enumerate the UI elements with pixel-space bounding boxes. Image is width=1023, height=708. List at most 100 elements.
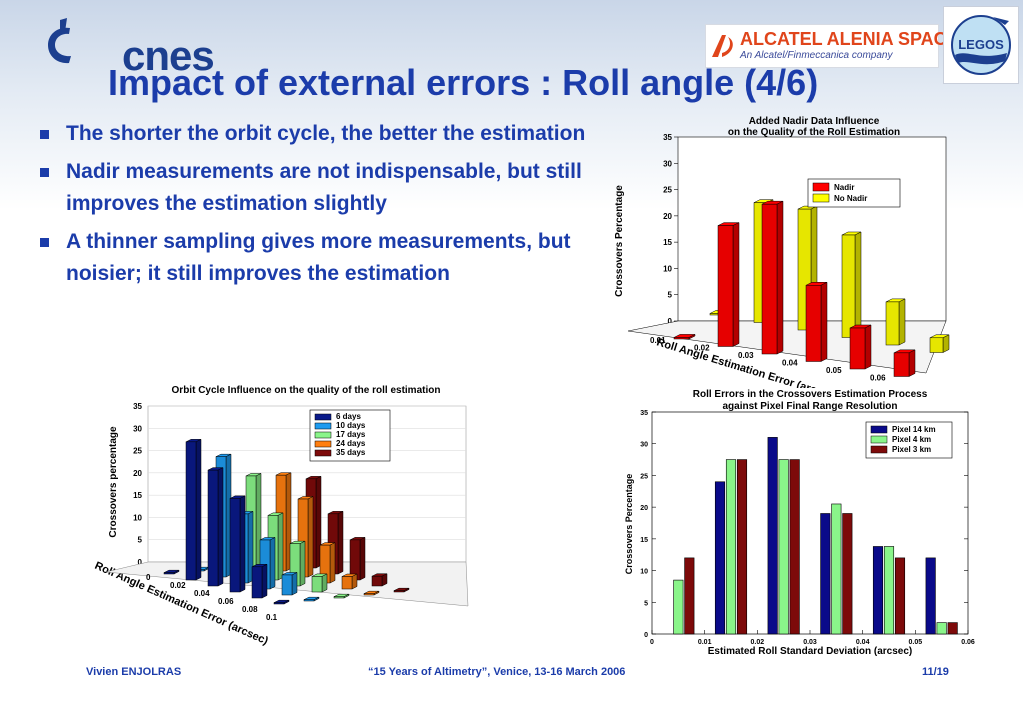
- footer-event: “15 Years of Altimetry”, Venice, 13-16 M…: [368, 666, 626, 678]
- legend-label: 35 days: [336, 448, 366, 457]
- bullet-text: A thinner sampling gives more measuremen…: [66, 230, 571, 285]
- x-tick-label: 0.05: [826, 366, 842, 375]
- nadir-influence-chart: Added Nadir Data Influence on the Qualit…: [614, 116, 950, 388]
- y-tick-label: 35: [133, 402, 142, 411]
- bar: [849, 324, 872, 370]
- y-axis-label: Crossovers Percentage: [614, 185, 625, 297]
- x-tick-label: 0.03: [738, 351, 754, 360]
- bar: [841, 231, 862, 338]
- bar: [929, 334, 950, 353]
- chart-subtitle: on the Quality of the Roll Estimation: [728, 127, 900, 138]
- x-tick-label: 0.02: [694, 344, 710, 353]
- bar: [297, 496, 314, 578]
- y-tick-label: 0: [668, 317, 673, 326]
- bullet-text: Nadir measurements are not indispensable…: [66, 160, 582, 215]
- bar: [761, 200, 784, 355]
- bar: [778, 459, 789, 635]
- bar: [805, 281, 828, 362]
- y-tick-label: 15: [640, 537, 648, 544]
- legend-swatch: [812, 182, 830, 192]
- x-tick-label: 0.01: [650, 336, 666, 345]
- bullet-item: The shorter the orbit cycle, the better …: [38, 118, 598, 150]
- x-tick-label: 0.04: [856, 639, 870, 646]
- pixel-resolution-chart: Roll Errors in the Crossovers Estimation…: [624, 389, 975, 657]
- bar: [281, 572, 298, 596]
- x-tick-label: 0.05: [909, 639, 923, 646]
- y-tick-label: 25: [133, 447, 142, 456]
- bar: [736, 459, 748, 635]
- bar: [229, 495, 246, 593]
- bullet-item: Nadir measurements are not indispensable…: [38, 156, 598, 220]
- bar: [767, 437, 778, 635]
- bar: [185, 438, 202, 581]
- bar: [684, 557, 695, 635]
- chart-title: Roll Errors in the Crossovers Estimation…: [693, 389, 928, 400]
- bar: [936, 622, 947, 635]
- legend-swatch: [812, 193, 830, 203]
- x-tick-label: 0.1: [266, 613, 278, 622]
- bullet-text: The shorter the orbit cycle, the better …: [66, 122, 586, 145]
- bar: [947, 622, 958, 635]
- footer-page-number: 11/19: [922, 666, 949, 678]
- y-tick-label: 35: [640, 410, 648, 417]
- legend-label: Pixel 4 km: [892, 435, 931, 444]
- x-tick-label: 0.02: [751, 639, 765, 646]
- bar: [673, 579, 684, 635]
- bar: [207, 467, 224, 587]
- footer-author: Vivien ENJOLRAS: [86, 666, 182, 678]
- y-axis-label: Crossovers percentage: [108, 426, 119, 538]
- bar: [319, 542, 336, 584]
- y-tick-label: 25: [663, 186, 672, 195]
- chart-title: Added Nadir Data Influence: [749, 116, 880, 127]
- x-tick-label: 0.03: [803, 639, 817, 646]
- x-tick-label: 0.04: [194, 589, 210, 598]
- cnes-logo: cnes: [40, 18, 220, 79]
- bar: [894, 557, 906, 635]
- alcatel-alenia-logo: ALCATEL ALENIA SPACE An Alcatel/Finmecca…: [705, 24, 959, 68]
- legend-label: 6 days: [336, 412, 361, 421]
- bullet-list: The shorter the orbit cycle, the better …: [38, 118, 598, 296]
- bar: [842, 513, 853, 635]
- y-tick-label: 5: [668, 291, 673, 300]
- bar: [717, 222, 740, 347]
- slide-title: Impact of external errors : Roll angle (…: [108, 62, 819, 103]
- legend-swatch: [314, 422, 332, 430]
- bar: [371, 573, 388, 587]
- y-tick-label: 15: [133, 491, 142, 500]
- legend-swatch: [314, 413, 332, 421]
- x-tick-label: 0.06: [961, 639, 975, 646]
- bar: [831, 503, 842, 635]
- bullet-square-icon: [40, 238, 49, 247]
- x-axis-label: Estimated Roll Standard Deviation (arcse…: [708, 646, 913, 657]
- legend-label: 10 days: [336, 421, 366, 430]
- y-tick-label: 35: [663, 133, 672, 142]
- y-axis-label: Crossovers Percentage: [624, 474, 634, 575]
- bullet-item: A thinner sampling gives more measuremen…: [38, 226, 598, 290]
- y-tick-label: 0: [138, 558, 143, 567]
- cnes-logo-text: cnes: [122, 32, 215, 79]
- legend-swatch: [870, 425, 888, 434]
- legend-label: 17 days: [336, 430, 366, 439]
- y-tick-label: 30: [133, 424, 142, 433]
- legend-label: Nadir: [834, 183, 854, 192]
- bar: [363, 590, 380, 596]
- legend-swatch: [314, 440, 332, 448]
- bar: [925, 557, 936, 635]
- x-tick-label: 0.02: [170, 581, 186, 590]
- y-tick-label: 5: [644, 600, 648, 607]
- bar: [885, 298, 906, 346]
- bar: [673, 334, 696, 340]
- bar: [872, 546, 884, 635]
- y-tick-label: 10: [640, 569, 648, 576]
- y-tick-label: 0: [644, 632, 648, 639]
- bar: [349, 536, 366, 581]
- bar: [303, 596, 320, 602]
- x-tick-label: 0.08: [242, 605, 258, 614]
- orbit-cycle-chart: Orbit Cycle Influence on the quality of …: [93, 385, 469, 648]
- y-tick-label: 30: [640, 442, 648, 449]
- y-tick-label: 10: [663, 264, 672, 273]
- chart-plot: 0 5 10 15 20 25 30 35 0.01 0.02 0.03 0.04 0.05 0.06 Na…: [627, 133, 950, 383]
- legos-logo-text: LEGOS: [958, 37, 1004, 52]
- alcatel-subtitle: An Alcatel/Finmeccanica company: [740, 50, 893, 61]
- bar: [893, 349, 916, 377]
